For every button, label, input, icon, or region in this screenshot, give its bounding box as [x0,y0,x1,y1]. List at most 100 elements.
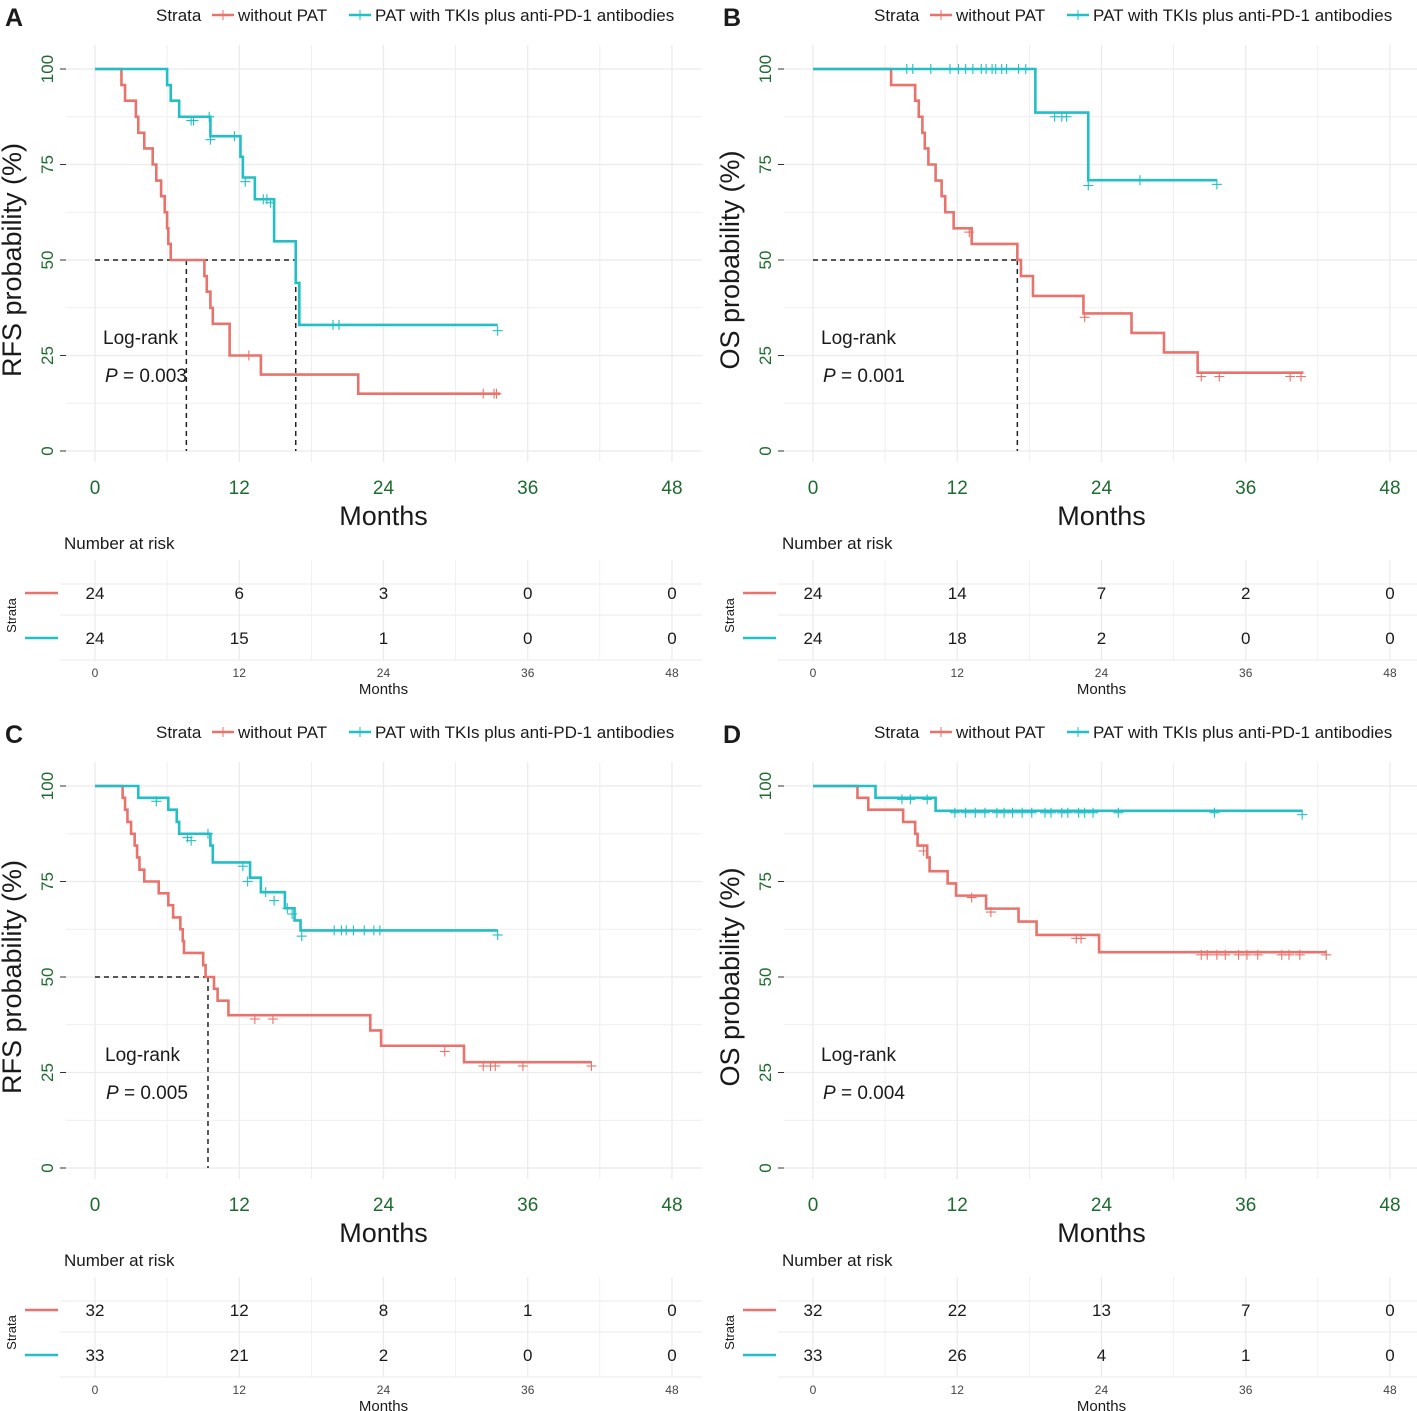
y-tick-label: 75 [38,155,57,174]
risk-cell-with: 33 [804,1346,823,1365]
censor-mark-without [1214,371,1225,382]
censor-mark-with [205,134,216,145]
risk-cell-without: 0 [1385,584,1394,603]
risk-cell-with: 18 [948,629,967,648]
censor-mark-with [905,794,916,805]
x-axis-title: Months [339,1218,428,1248]
censor-mark-without [1196,371,1207,382]
risk-x-tick-label: 24 [1095,1383,1109,1397]
risk-x-tick-label: 12 [233,1383,247,1397]
censor-mark-with [896,794,907,805]
censor-mark-without [249,1014,260,1025]
censor-mark-with [269,895,280,906]
legend-label-with: PAT with TKIs plus anti-PD-1 antibodies [1093,6,1392,25]
y-tick-label: 75 [38,872,57,891]
y-axis-title: OS probability (%) [715,867,745,1086]
risk-table-title: Number at risk [64,534,175,553]
risk-table-ylabel: Strata [722,1314,737,1349]
censor-mark-with [999,807,1010,818]
censor-mark-with [1061,111,1072,122]
risk-cell-without: 0 [1385,1301,1394,1320]
legend-title: Strata [156,6,202,25]
risk-cell-without: 2 [1241,584,1250,603]
censor-mark-without [964,227,975,238]
risk-cell-without: 22 [948,1301,967,1320]
y-tick-label: 0 [756,1163,775,1172]
y-tick-label: 75 [756,872,775,891]
p-value-text: P = 0.005 [106,1083,188,1104]
censor-mark-without [586,1061,597,1072]
legend-label-with: PAT with TKIs plus anti-PD-1 antibodies [375,723,674,742]
censor-mark-with [296,931,307,942]
censor-mark-with [960,807,971,818]
censor-mark-without [1211,949,1222,960]
legend-label-without: without PAT [955,6,1045,25]
logrank-label: Log-rank [821,328,896,349]
logrank-label: Log-rank [821,1045,896,1066]
risk-x-tick-label: 36 [1239,1383,1253,1397]
y-tick-label: 0 [756,446,775,455]
risk-table-ylabel: Strata [722,597,737,632]
censor-mark-without [491,388,502,399]
censor-mark-without [1252,949,1263,960]
legend-label-with: PAT with TKIs plus anti-PD-1 antibodies [375,6,674,25]
x-tick-label: 24 [1091,1195,1113,1216]
x-tick-label: 48 [1379,478,1400,499]
p-value: = 0.004 [836,1083,906,1104]
risk-cell-without: 7 [1097,584,1106,603]
censor-mark-without [439,1046,450,1057]
risk-x-tick-label: 0 [810,1383,817,1397]
risk-table-title: Number at risk [64,1251,175,1270]
censor-mark-with [334,319,345,330]
legend-title: Strata [156,723,202,742]
censor-mark-without [243,350,254,361]
censor-mark-with [1045,807,1056,818]
y-tick-label: 50 [38,968,57,987]
censor-mark-with [1026,807,1037,818]
risk-table-title: Number at risk [782,1251,893,1270]
panel-A: A Strata without PAT PAT with TKIs plus ant… [0,4,703,698]
legend-title: Strata [874,723,920,742]
risk-x-tick-label: 36 [1239,666,1253,680]
censor-mark-with [1062,807,1073,818]
censor-mark-with [151,796,162,807]
legend-label-without: without PAT [237,723,327,742]
risk-x-tick-label: 12 [233,666,247,680]
x-tick-label: 0 [808,1195,819,1216]
censor-mark-with [1017,807,1028,818]
risk-cell-with: 15 [230,629,249,648]
risk-x-tick-label: 48 [665,1383,679,1397]
y-tick-label: 25 [38,1063,57,1082]
censor-mark-with [1113,807,1124,818]
risk-cell-without: 0 [667,1301,676,1320]
km-curve-without [95,67,501,395]
risk-cell-without: 6 [235,584,244,603]
x-tick-label: 12 [947,478,968,499]
panel-D: D Strata without PAT PAT with TKIs plus ant… [715,721,1417,1411]
x-tick-label: 48 [1379,1195,1400,1216]
risk-cell-with: 33 [86,1346,105,1365]
risk-cell-with: 2 [1097,629,1106,648]
censor-mark-with [359,925,370,936]
risk-cell-with: 0 [1385,629,1394,648]
censor-mark-without [1241,949,1252,960]
y-tick-label: 100 [756,55,775,83]
km-curve-with [813,784,1303,813]
risk-cell-without: 0 [523,584,532,603]
p-value-text: P = 0.001 [823,366,905,387]
risk-cell-without: 3 [379,584,388,603]
censor-mark-with [907,64,918,74]
x-axis-title: Months [1057,1218,1146,1248]
x-tick-label: 36 [517,478,538,499]
censor-mark-with [260,887,271,898]
censor-mark-with [1209,807,1220,818]
x-tick-label: 36 [1235,1195,1256,1216]
risk-cell-without: 7 [1241,1301,1250,1320]
y-axis-title: RFS probability (%) [0,143,27,377]
logrank-label: Log-rank [105,1045,180,1066]
km-curve-without [95,784,592,1064]
censor-mark-without [1233,949,1244,960]
censor-mark-with [204,111,215,122]
panel-C: C Strata without PAT PAT with TKIs plus ant… [0,721,703,1411]
censor-mark-with [967,64,978,74]
